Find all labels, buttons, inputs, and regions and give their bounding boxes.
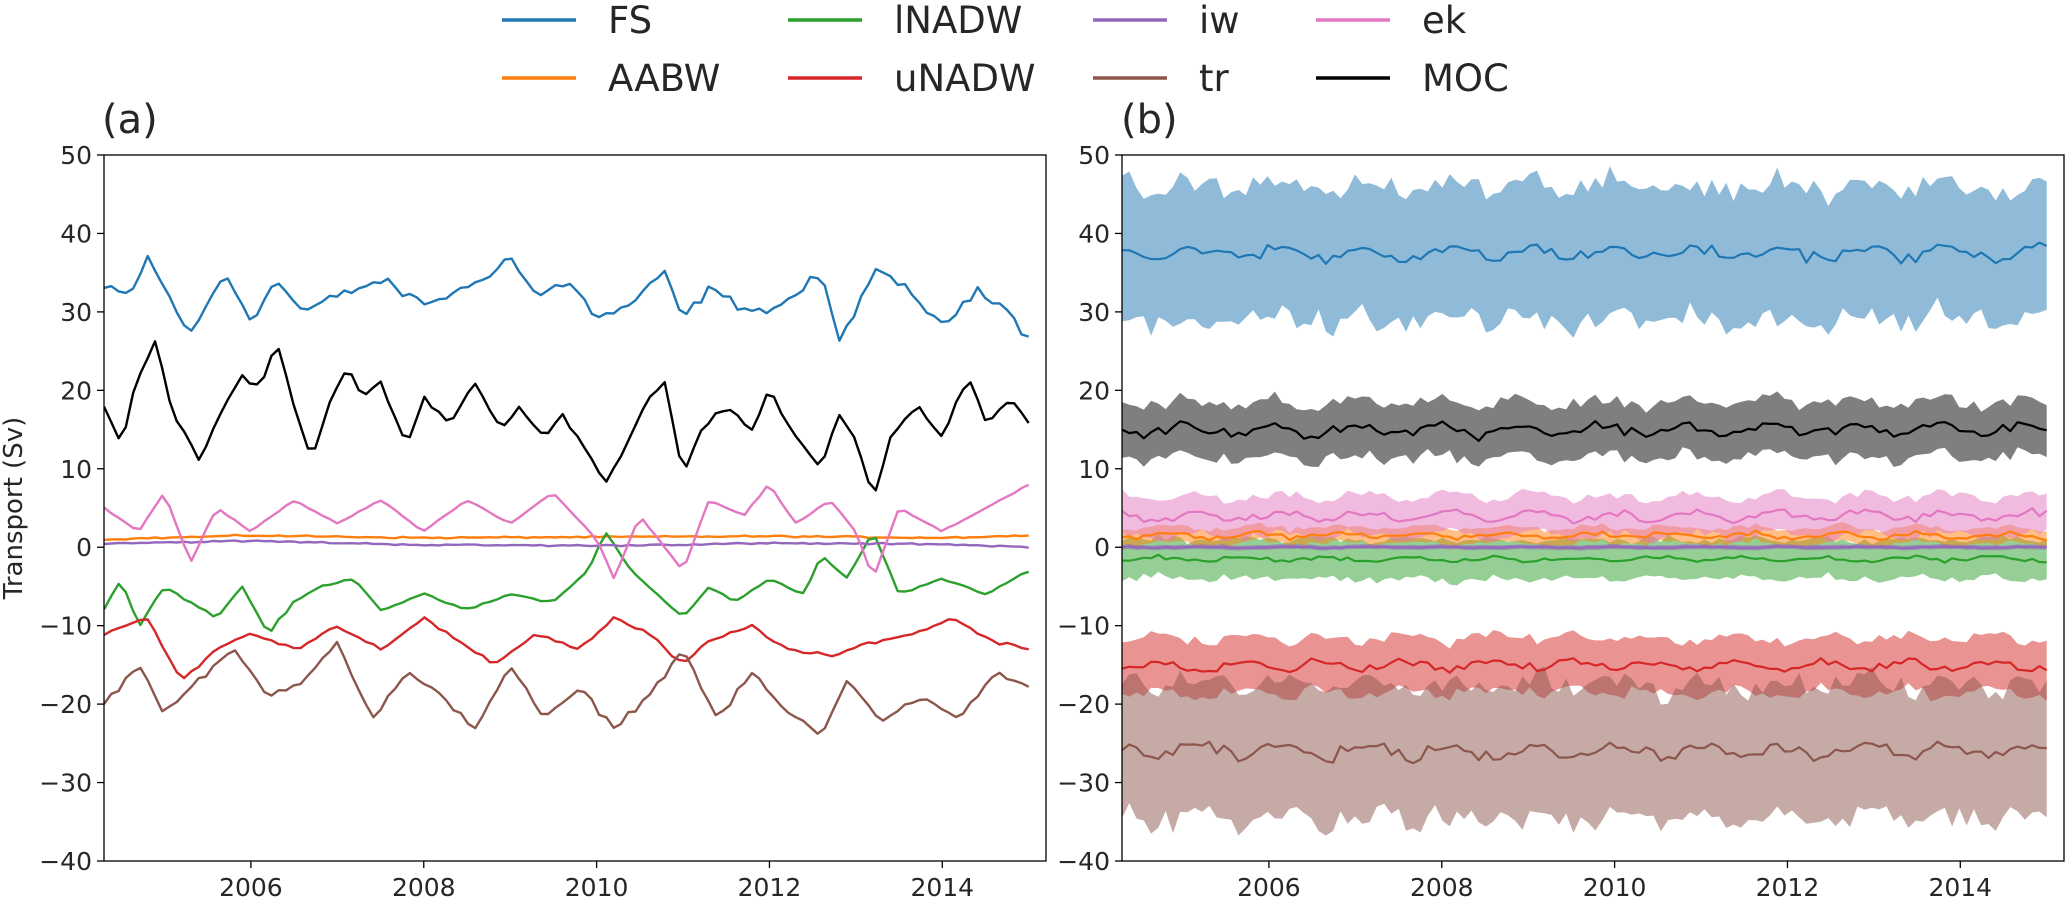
- y-tick-label: 30: [60, 298, 92, 327]
- x-tick-label: 2010: [1583, 873, 1647, 899]
- panel-a: (a) −40 −30 −20 −10 0 10 20 30 40 50 2006 2008 2010 20…: [0, 97, 1047, 899]
- series-line-tr: [104, 640, 1030, 735]
- x-tick-label: 2012: [1756, 873, 1820, 899]
- series-line-fs: [104, 254, 1030, 342]
- x-tick-label: 2014: [1928, 873, 1992, 899]
- y-tick-label: 10: [1078, 455, 1110, 484]
- y-tick-label: −30: [1057, 769, 1110, 798]
- series-line-moc: [104, 340, 1030, 492]
- series-line-iw: [104, 539, 1029, 549]
- x-tick-label: 2006: [1237, 873, 1301, 899]
- series-line-iw: [1122, 545, 2047, 550]
- legend-label-lnadw: lNADW: [894, 0, 1022, 42]
- y-tick-label: −10: [1057, 612, 1110, 641]
- axes-frame: [1121, 154, 2065, 862]
- legend-label-iw: iw: [1199, 0, 1240, 42]
- y-tick-label: −20: [39, 690, 92, 719]
- panel-label: (b): [1121, 97, 1178, 143]
- y-tick-label: 10: [60, 455, 92, 484]
- x-tick-label: 2010: [565, 873, 629, 899]
- y-tick-label: 40: [60, 219, 92, 248]
- y-tick-label: 0: [76, 533, 92, 562]
- legend-label-unadw: uNADW: [894, 57, 1036, 100]
- series-line-ek: [1122, 507, 2048, 525]
- plot-area: [1122, 166, 2048, 836]
- series-line-aabw: [1122, 529, 2047, 542]
- y-tick-label: 50: [1078, 141, 1110, 170]
- y-tick-label: 30: [1078, 298, 1110, 327]
- panel-label: (a): [102, 97, 158, 143]
- legend-label-moc: MOC: [1422, 57, 1509, 100]
- y-tick-label: −40: [1057, 847, 1110, 876]
- series-band-tr: [1122, 666, 2047, 836]
- y-axis-label: Transport (Sv): [0, 417, 29, 600]
- axes-frame: [103, 154, 1047, 862]
- series-band-fs: [1122, 166, 2047, 338]
- legend-label-ek: ek: [1422, 0, 1467, 42]
- series-line-ek: [104, 483, 1030, 580]
- series-line-fs: [1122, 241, 2048, 265]
- plot-area: [104, 254, 1030, 735]
- x-tick-label: 2012: [738, 873, 802, 899]
- y-tick-label: −20: [1057, 690, 1110, 719]
- legend: FS AABW lNADW uNADW iw tr ek MOC: [502, 0, 1509, 100]
- y-tick-label: 40: [1078, 219, 1110, 248]
- series-line-unadw: [1122, 657, 2048, 674]
- y-tick-label: −30: [39, 769, 92, 798]
- y-tick-label: 0: [1094, 533, 1110, 562]
- series-line-lnadw: [104, 532, 1030, 632]
- legend-label-tr: tr: [1199, 57, 1230, 100]
- y-tick-label: 20: [1078, 376, 1110, 405]
- series-line-moc: [1122, 420, 2047, 442]
- series-line-unadw: [104, 616, 1029, 680]
- x-tick-label: 2006: [219, 873, 283, 899]
- x-tick-label: 2014: [910, 873, 974, 899]
- y-tick-label: 50: [60, 141, 92, 170]
- legend-label-aabw: AABW: [608, 57, 720, 100]
- y-tick-label: −40: [39, 847, 92, 876]
- panel-b: (b) −40 −30 −20 −10 0 10 20 30 40 50 2006 2008 2010 20…: [1057, 97, 2065, 899]
- legend-label-fs: FS: [608, 0, 652, 42]
- series-band-ek: [1122, 488, 2047, 544]
- x-tick-label: 2008: [1410, 873, 1474, 899]
- x-tick-label: 2008: [392, 873, 456, 899]
- y-tick-label: −10: [39, 612, 92, 641]
- series-line-tr: [1122, 740, 2047, 765]
- y-tick-label: 20: [60, 376, 92, 405]
- series-line-lnadw: [1122, 553, 2047, 564]
